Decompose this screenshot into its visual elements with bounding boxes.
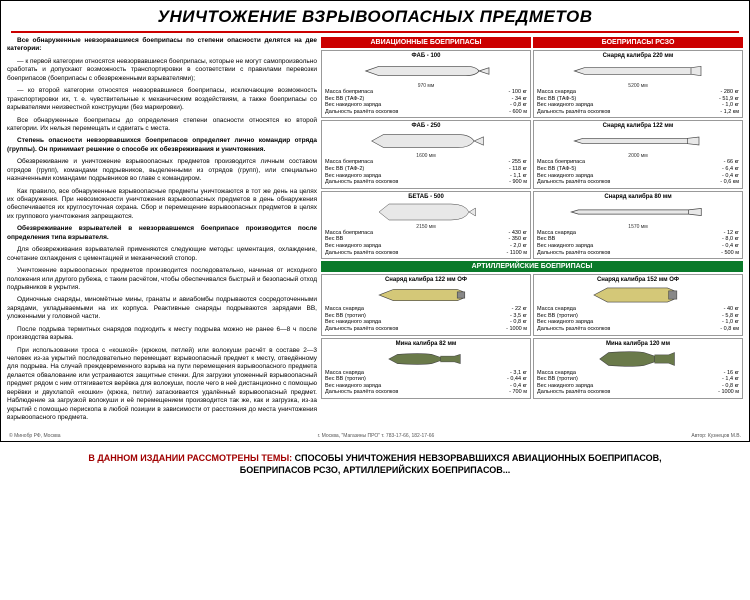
panel-betab500: БЕТАБ - 500 2150 мм Масса боеприпаса- 43… [321, 191, 531, 259]
specs: Масса боеприпаса- 100 кгВес ВВ (ТАФ-2)- … [325, 89, 527, 115]
panel-fab250: ФАБ - 250 1600 мм Масса боеприпаса- 255 … [321, 120, 531, 188]
panel-a122: Снаряд калибра 122 мм ОФ Масса снаряда- … [321, 274, 531, 335]
bomb-icon [376, 202, 476, 222]
rszo-header: БОЕПРИПАСЫ РСЗО [533, 37, 743, 48]
panel-fab100: ФАБ - 100 970 мм Масса боеприпаса- 100 к… [321, 50, 531, 118]
footer-line2: БОЕПРИПАСОВ РСЗО, АРТИЛЛЕРИЙСКИХ БОЕПРИП… [240, 465, 510, 475]
item-title: Снаряд калибра 122 мм ОФ [325, 277, 527, 283]
title-bar: УНИЧТОЖЕНИЕ ВЗРЫВООПАСНЫХ ПРЕДМЕТОВ [1, 1, 749, 31]
item-title: Снаряд калибра 220 мм [537, 53, 739, 59]
specs: Масса снаряда- 280 кгВес ВВ (ТАФ-5)- 51,… [537, 89, 739, 115]
item-title: ФАБ - 250 [325, 123, 527, 129]
rocket-icon [571, 61, 704, 81]
footer-lead: В ДАННОМ ИЗДАНИИ РАССМОТРЕНЫ ТЕМЫ: [88, 453, 294, 463]
main-title: УНИЧТОЖЕНИЕ ВЗРЫВООПАСНЫХ ПРЕДМЕТОВ [1, 7, 749, 27]
bomb-icon [359, 61, 492, 81]
pub-right: Автор: Кузнецов М.В. [691, 433, 741, 439]
specs: Масса снаряда- 12 кгВес ВВ- 8,0 кгВес на… [537, 230, 739, 256]
panel-r220: Снаряд калибра 220 мм 5200 мм Масса снар… [533, 50, 743, 118]
para: Все обнаруженные боеприпасы до определен… [7, 117, 317, 134]
title-underline [11, 31, 739, 33]
specs: Масса снаряда- 16 кгВес ВВ (тротил)- 1,4… [537, 370, 739, 396]
top-headers: АВИАЦИОННЫЕ БОЕПРИПАСЫ БОЕПРИПАСЫ РСЗО [321, 37, 743, 48]
panel-m120: Мина калибра 120 мм Масса снаряда- 16 кг… [533, 338, 743, 399]
footer-caption: В ДАННОМ ИЗДАНИИ РАССМОТРЕНЫ ТЕМЫ: СПОСО… [0, 442, 750, 481]
para: Как правило, все обнаруженные взрывоопас… [7, 188, 317, 222]
row-5: Мина калибра 82 мм Масса снаряда- 3,1 кг… [321, 338, 743, 399]
para: При использовании троса с «кошкой» (крюк… [7, 347, 317, 423]
content-area: Все обнаруженные невзорвавшиеся боеприпа… [1, 37, 749, 433]
row-1: ФАБ - 100 970 мм Масса боеприпаса- 100 к… [321, 50, 743, 118]
panel-m82: Мина калибра 82 мм Масса снаряда- 3,1 кг… [321, 338, 531, 399]
shell-icon [376, 285, 476, 305]
panel-a152: Снаряд калибра 152 мм ОФ Масса снаряда- … [533, 274, 743, 335]
specs: Масса снаряда- 22 кгВес ВВ (тротил)- 3,5… [325, 306, 527, 332]
para: — ко второй категории относятся невзорва… [7, 87, 317, 112]
para: Для обезвреживания взрывателей применяют… [7, 246, 317, 263]
row-3: БЕТАБ - 500 2150 мм Масса боеприпаса- 43… [321, 191, 743, 259]
row-2: ФАБ - 250 1600 мм Масса боеприпаса- 255 … [321, 120, 743, 188]
rocket-icon [567, 202, 710, 222]
rocket-icon [571, 131, 704, 151]
item-title: Снаряд калибра 122 мм [537, 123, 739, 129]
pub-left: © Минобр РФ, Москва [9, 433, 61, 439]
item-title: Снаряд калибра 152 мм ОФ [537, 277, 739, 283]
para: Все обнаруженные невзорвавшиеся боеприпа… [7, 37, 317, 54]
para: Степень опасности невзорвавшихся боеприп… [7, 137, 317, 154]
para: Обезвреживание и уничтожение взрывоопасн… [7, 158, 317, 183]
mortar-icon [593, 349, 683, 369]
para: Одиночные снаряды, миномётные мины, гран… [7, 296, 317, 321]
specs: Масса снаряда- 40 кгВес ВВ (тротил)- 5,8… [537, 306, 739, 332]
specs: Масса боеприпаса- 430 кгВес ВВ- 350 кгВе… [325, 230, 527, 256]
panel-r80: Снаряд калибра 80 мм 1570 мм Масса снаря… [533, 191, 743, 259]
para: Обезвреживание взрывателей в невзорвавше… [7, 225, 317, 242]
item-title: Снаряд калибра 80 мм [537, 194, 739, 200]
para: После подрыва термитных снарядов подходи… [7, 326, 317, 343]
mortar-icon [386, 349, 466, 369]
text-column: Все обнаруженные невзорвавшиеся боеприпа… [7, 37, 317, 427]
specs: Масса боеприпаса- 255 кгВес ВВ (ТАФ-2)- … [325, 159, 527, 185]
diagram-column: АВИАЦИОННЫЕ БОЕПРИПАСЫ БОЕПРИПАСЫ РСЗО Ф… [321, 37, 743, 427]
item-title: Мина калибра 82 мм [325, 341, 527, 347]
row-4: Снаряд калибра 122 мм ОФ Масса снаряда- … [321, 274, 743, 335]
item-title: Мина калибра 120 мм [537, 341, 739, 347]
panel-r122: Снаряд калибра 122 мм 2000 мм Масса боеп… [533, 120, 743, 188]
para: — к первой категории относятся невзорвав… [7, 58, 317, 83]
item-title: БЕТАБ - 500 [325, 194, 527, 200]
para: Уничтожение взрывоопасных предметов прои… [7, 267, 317, 292]
arty-header: АРТИЛЛЕРИЙСКИЕ БОЕПРИПАСЫ [321, 261, 743, 272]
poster-root: УНИЧТОЖЕНИЕ ВЗРЫВООПАСНЫХ ПРЕДМЕТОВ Все … [0, 0, 750, 442]
specs: Масса боеприпаса- 66 кгВес ВВ (ТАФ-5)- 6… [537, 159, 739, 185]
shell-icon [583, 285, 693, 305]
bomb-icon [367, 131, 485, 151]
pub-center: г. Москва, "Магазины ПРО" т. 783-17-66, … [318, 433, 435, 439]
avia-header: АВИАЦИОННЫЕ БОЕПРИПАСЫ [321, 37, 531, 48]
item-title: ФАБ - 100 [325, 53, 527, 59]
specs: Масса снаряда- 3,1 кгВес ВВ (тротил)- 0,… [325, 370, 527, 396]
publisher-line: © Минобр РФ, Москва г. Москва, "Магазины… [1, 433, 749, 441]
footer-line1: СПОСОБЫ УНИЧТОЖЕНИЯ НЕВЗОРВАВШИХСЯ АВИАЦ… [295, 453, 662, 463]
